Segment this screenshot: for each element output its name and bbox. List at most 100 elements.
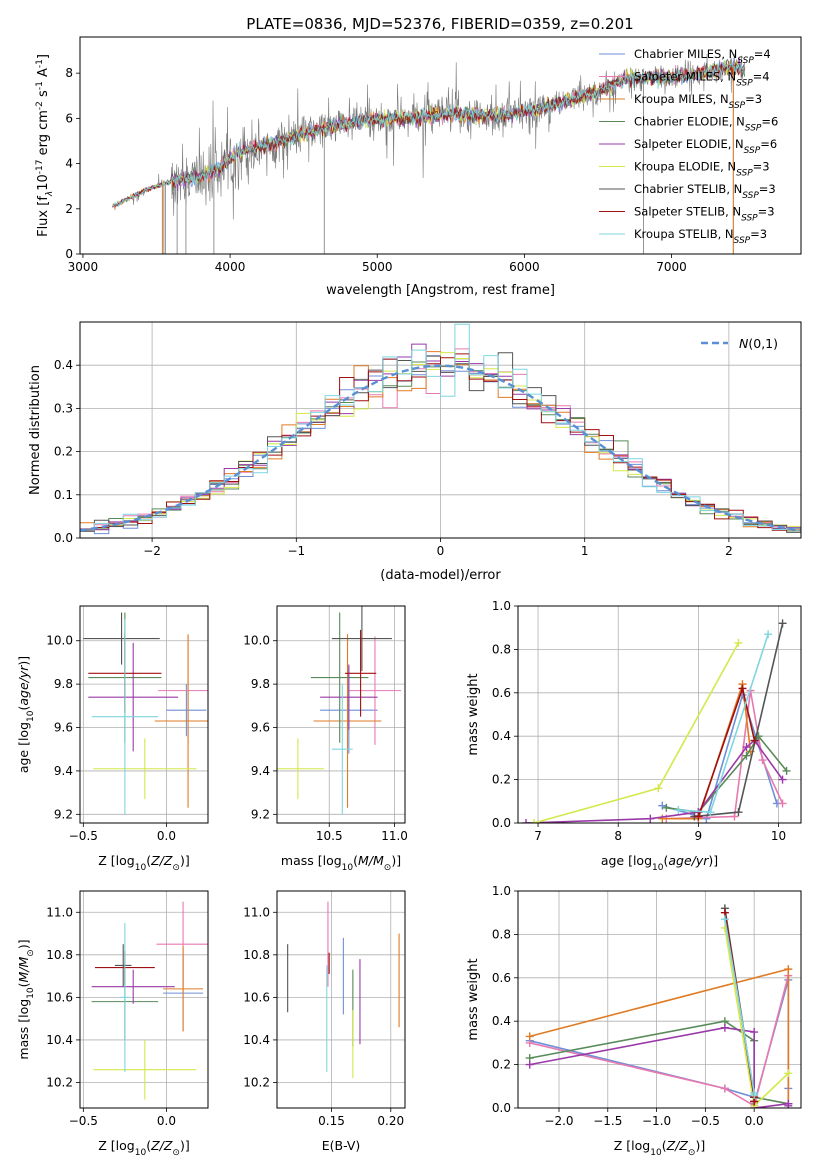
weight-marker [750, 736, 759, 745]
weight-marker [662, 803, 671, 812]
label-part: ⊙ [172, 1148, 180, 1158]
label-part: age/yr [16, 665, 31, 706]
ytick-label: 0.4 [492, 729, 511, 743]
spectrum-panel: 3000 4000 5000 6000 7000 0 2 4 6 8 wavelength [Ang… [35, 36, 802, 298]
ytick-label: 0.2 [492, 773, 511, 787]
ytick-label: 11.0 [46, 905, 73, 919]
label-part: Kroupa STELIB, N [634, 227, 734, 241]
label-part: )] [180, 1138, 190, 1153]
data-point [91, 969, 175, 1004]
axes-frame [79, 890, 209, 1109]
axes-frame [79, 36, 802, 255]
weight-marker [750, 1028, 759, 1037]
y-axis-label: Flux [fλ10-17 erg cm-2 s-1 A-1] [35, 54, 55, 237]
weight-series [674, 630, 773, 817]
weight-marker [782, 766, 791, 775]
xtick-label: 0.0 [745, 1114, 764, 1128]
axes-frame [517, 605, 802, 824]
label-part: -1 [35, 59, 45, 68]
xtick-label: 7 [534, 829, 542, 843]
xtick-label: 0 [437, 544, 445, 558]
ytick-label: 10.2 [243, 1075, 270, 1089]
weight-marker [530, 819, 539, 823]
xtick-label: 8 [614, 829, 622, 843]
ytick-label: 9.8 [251, 677, 270, 691]
label-part: Chabrier STELIB, N [634, 182, 742, 196]
weight-marker [720, 1023, 729, 1032]
histogram-series [80, 323, 801, 531]
label-part: ⊙ [384, 863, 392, 873]
xtick-label: −1.0 [642, 1114, 671, 1128]
axes-frame [276, 605, 406, 824]
label-part: ( [146, 1138, 151, 1153]
axes-frame [79, 605, 209, 824]
label-part: )] [16, 939, 31, 949]
ytick-label: 11.0 [243, 905, 270, 919]
weight-marker [525, 1060, 534, 1069]
data-point [154, 634, 208, 808]
label-part: s [36, 90, 51, 101]
age-vs-Z-panel: −0.5 0.09.29.49.69.810.0Z [log10(Z/Z⊙)]ag… [16, 605, 209, 873]
label-part: Z [log [98, 1138, 134, 1153]
label-part: SSP [741, 214, 758, 224]
x-axis-label: E(B-V) [322, 1138, 361, 1153]
weight-series-line [678, 633, 769, 813]
xtick-label: −1 [287, 544, 305, 558]
model-fit-line [112, 60, 745, 208]
xtick-label: −0.5 [69, 1114, 98, 1128]
weight-marker [778, 799, 787, 808]
residuals-panel: −2 −1 0 1 2 0.0 0.1 0.2 0.3 0.4 N(0,1) (data-model)… [28, 321, 802, 583]
label-part: (0,1) [748, 336, 778, 351]
weight-series [720, 915, 759, 1099]
figure-title: PLATE=0836, MJD=52376, FIBERID=0359, z=0… [246, 15, 633, 33]
mass-vs-Z-panel: −0.5 0.010.210.410.610.811.0Z [log10(Z/Z⊙… [16, 890, 209, 1158]
legend-label: Chabrier ELODIE, NSSP=6 [634, 115, 778, 134]
weight-marker [758, 756, 767, 765]
x-axis-label: wavelength [Angstrom, rest frame] [326, 283, 555, 298]
weight-marker [658, 801, 667, 810]
label-part: 10 [652, 863, 664, 873]
label-part: 10 [26, 987, 36, 999]
ytick-label: 10.0 [243, 634, 270, 648]
label-part: SSP [742, 191, 759, 201]
label-part: )] [708, 853, 718, 868]
age-vs-mass-panel: 10.5 11.0 9.2 9.4 9.6 9.8 10.0 mass [log10(M/M⊙… [243, 605, 408, 873]
weight-marker [750, 1090, 759, 1099]
label-part: Salpeter MILES, N [634, 70, 736, 84]
data-point [331, 606, 392, 672]
ytick-label: 9.6 [251, 721, 270, 735]
label-part: -1 [35, 81, 45, 90]
axes-frame [517, 890, 802, 1109]
label-part: Flux [f [36, 196, 51, 237]
xtick-label: 1 [581, 544, 589, 558]
data-point [83, 612, 160, 665]
y-axis-label: mass weight [466, 958, 481, 1040]
weight-marker [742, 743, 751, 752]
ytick-label: 1.0 [492, 884, 511, 898]
data-point [91, 619, 159, 815]
data-point [93, 1039, 197, 1100]
ytick-label: 10.4 [46, 1033, 73, 1047]
ytick-label: 0.4 [54, 358, 73, 372]
label-part: SSP [734, 236, 751, 246]
label-part: SSP [736, 169, 753, 179]
ytick-label: 0.4 [492, 1014, 511, 1028]
x-axis-label: mass [log10(M/M⊙)] [281, 853, 401, 873]
label-part: 10 [36, 174, 51, 191]
weight-series-line [533, 642, 740, 823]
xtick-label: 10.5 [316, 829, 343, 843]
xtick-label: 9 [695, 829, 703, 843]
xtick-label: 3000 [68, 260, 99, 274]
x-axis-label: Z [log10(Z/Z⊙)] [614, 1138, 705, 1158]
ytick-label: 0.1 [54, 488, 73, 502]
ytick-label: 6 [65, 111, 73, 125]
gaussian-curve [79, 364, 802, 532]
massweight-vs-age-panel: 7 8 9 10 0.0 0.2 0.4 0.6 0.8 1.0 mass weight age [l… [466, 599, 802, 873]
label-part: age [log [601, 853, 652, 868]
legend-label: Kroupa ELODIE, NSSP=3 [634, 160, 770, 179]
y-axis-label: mass [log10(M/M⊙)] [16, 939, 36, 1059]
weight-marker [646, 814, 655, 823]
weight-marker [778, 775, 787, 784]
weight-marker [734, 808, 743, 817]
